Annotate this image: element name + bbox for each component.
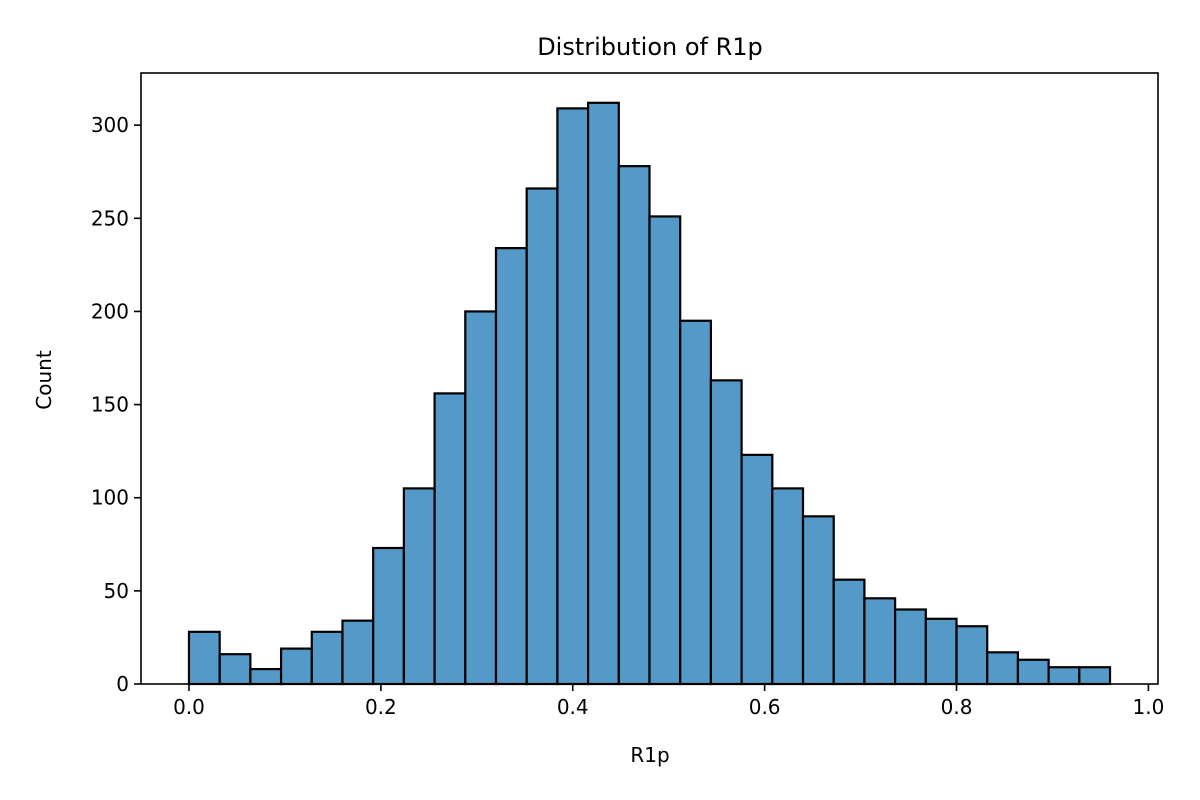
histogram-bar — [1078, 666, 1112, 686]
y-tick-label: 150 — [91, 393, 129, 417]
histogram-bar — [679, 319, 713, 686]
histogram-bar — [494, 247, 528, 686]
x-tick-label: 0.0 — [173, 695, 205, 719]
histogram-bar — [464, 310, 498, 686]
histogram-bar — [586, 101, 620, 686]
histogram-bar — [249, 667, 283, 686]
histogram-bar — [218, 653, 252, 686]
x-axis-ticks: 0.0 0.2 0.4 0.6 0.8 1.0 — [173, 684, 1164, 719]
x-tick-label: 0.6 — [749, 695, 781, 719]
chart-title: Distribution of R1p — [537, 33, 763, 61]
histogram-bar — [832, 578, 866, 686]
y-axis-label: Count — [32, 350, 56, 410]
histogram-bar — [986, 651, 1020, 686]
x-tick-label: 0.8 — [941, 695, 973, 719]
histogram-bar — [341, 619, 375, 686]
y-tick-label: 200 — [91, 299, 129, 323]
histogram-bar — [1047, 666, 1081, 686]
histogram-bar — [279, 647, 313, 686]
plot-frame — [140, 72, 1159, 685]
histogram-bar — [525, 187, 559, 686]
histogram-bar — [863, 597, 897, 686]
histogram-bar — [709, 379, 743, 686]
y-tick-label: 50 — [104, 579, 129, 603]
y-tick-label: 0 — [116, 672, 129, 696]
histogram-bar — [1016, 658, 1050, 686]
y-tick-label: 100 — [91, 486, 129, 510]
histogram-bar — [740, 453, 774, 686]
x-tick-label: 1.0 — [1132, 695, 1164, 719]
histogram-bar — [894, 608, 927, 686]
histogram-bar — [648, 215, 682, 686]
histogram-bar — [801, 515, 835, 686]
histogram-bar — [310, 630, 344, 686]
histogram-bar — [771, 487, 805, 686]
histogram-bar — [617, 165, 651, 686]
histogram-bar — [402, 487, 436, 686]
histogram-bar — [433, 392, 467, 686]
y-axis-ticks: 0 50 100 150 200 250 300 — [91, 113, 141, 696]
histogram-bar — [372, 546, 405, 686]
x-tick-label: 0.4 — [557, 695, 589, 719]
x-axis-label: R1p — [630, 743, 669, 767]
bars-group — [187, 101, 1112, 686]
histogram-bar — [955, 625, 989, 686]
x-tick-label: 0.2 — [365, 695, 397, 719]
histogram-bar — [187, 630, 221, 686]
histogram-bar — [556, 107, 590, 686]
histogram-bar — [924, 617, 958, 686]
y-tick-label: 250 — [91, 206, 129, 230]
y-tick-label: 300 — [91, 113, 129, 137]
